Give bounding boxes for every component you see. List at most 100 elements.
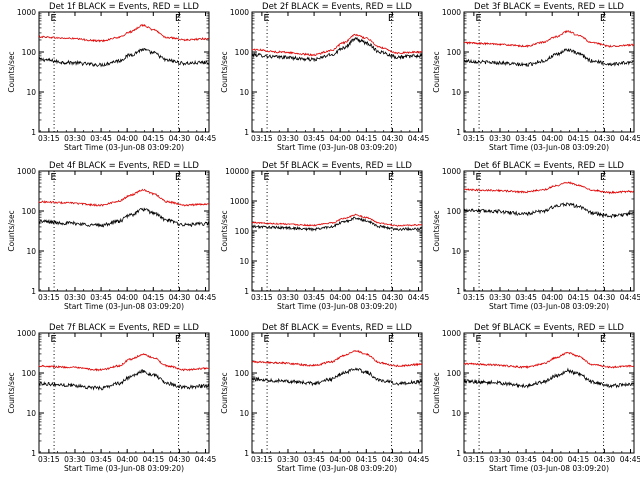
y-tick-label: 10 [451, 88, 461, 97]
chart-title: Det 2f BLACK = Events, RED = LLD [262, 2, 412, 12]
event-flag-label: E [175, 172, 181, 183]
x-tick-label: 03:15 [463, 455, 485, 464]
event-flag-label: E [600, 334, 606, 345]
x-tick-label: 04:15 [567, 134, 589, 143]
y-axis-label: Counts/sec [432, 210, 441, 251]
plot-frame [463, 170, 635, 292]
x-tick-label: 04:15 [142, 134, 164, 143]
x-tick-label: 04:15 [567, 293, 589, 302]
chart-panel: Det 5f BLACK = Events, RED = LLD 03:15 03:… [220, 161, 430, 311]
y-tick-label: 1 [244, 449, 249, 458]
y-tick-label: 1 [244, 287, 249, 296]
y-tick-label: 100 [22, 48, 37, 57]
x-tick-label: 04:15 [142, 293, 164, 302]
event-flag-label: E [263, 334, 269, 345]
y-tick-label: 1000 [17, 329, 36, 338]
y-tick-label: 10 [26, 409, 36, 418]
lld-series-line [38, 353, 210, 372]
x-tick-label: 04:00 [329, 293, 351, 302]
x-tick-label: 04:45 [620, 293, 640, 302]
plot-frame [251, 11, 423, 133]
x-tick-label: 03:15 [463, 293, 485, 302]
x-tick-label: 03:15 [251, 134, 273, 143]
x-tick-label: 03:45 [303, 293, 325, 302]
y-tick-label: 10 [26, 247, 36, 256]
x-tick-label: 03:30 [64, 455, 86, 464]
y-axis-label: Counts/sec [220, 210, 229, 251]
lld-series-line [463, 351, 635, 369]
lld-series-line [464, 29, 635, 48]
x-tick-label: 04:00 [329, 134, 351, 143]
events-series-line [251, 367, 423, 387]
chart-title: Det 5f BLACK = Events, RED = LLD [262, 161, 412, 171]
event-flag-label: E [388, 334, 394, 345]
x-tick-label: 03:30 [489, 134, 511, 143]
x-tick-label: 04:30 [382, 293, 404, 302]
chart-panel: Det 2f BLACK = Events, RED = LLD 03:15 03:… [220, 2, 430, 152]
chart-title: Det 8f BLACK = Events, RED = LLD [262, 323, 412, 333]
x-tick-label: 03:45 [515, 134, 537, 143]
x-tick-label: 03:30 [489, 293, 511, 302]
event-flag-label: E [175, 13, 181, 24]
y-tick-label: 100 [447, 369, 462, 378]
event-flag-label: E [475, 334, 481, 345]
events-series-line [38, 207, 210, 228]
x-tick-label: 03:30 [64, 134, 86, 143]
chart-panel: Det 6f BLACK = Events, RED = LLD 03:15 03:… [432, 161, 640, 311]
y-tick-label: 10 [451, 247, 461, 256]
x-tick-label: 03:15 [251, 293, 273, 302]
chart-panel: Det 7f BLACK = Events, RED = LLD 03:15 03:… [7, 323, 217, 473]
y-axis-label: Counts/sec [220, 372, 229, 413]
chart-title: Det 3f BLACK = Events, RED = LLD [474, 2, 624, 12]
chart-title: Det 6f BLACK = Events, RED = LLD [474, 161, 624, 171]
plot-frame [38, 170, 210, 292]
y-tick-label: 100 [22, 207, 37, 216]
chart-panel: Det 3f BLACK = Events, RED = LLD 03:15 03:… [432, 2, 640, 152]
events-series-line [463, 48, 635, 68]
x-tick-label: 03:30 [489, 455, 511, 464]
x-axis-label: Start Time (03-Jun-08 03:09:20) [277, 464, 397, 473]
x-tick-label: 04:15 [142, 455, 164, 464]
lld-series-line [251, 33, 423, 57]
y-axis-label: Counts/sec [432, 51, 441, 92]
x-tick-label: 04:15 [355, 134, 377, 143]
x-tick-label: 04:30 [382, 134, 404, 143]
chart-title: Det 4f BLACK = Events, RED = LLD [49, 161, 199, 171]
x-tick-label: 03:45 [303, 134, 325, 143]
chart-panel: Det 8f BLACK = Events, RED = LLD 03:15 03:… [220, 323, 430, 473]
x-tick-label: 04:00 [541, 455, 563, 464]
lld-series-line [251, 213, 423, 227]
event-flag-label: E [388, 172, 394, 183]
x-tick-label: 03:45 [90, 293, 112, 302]
x-tick-label: 04:00 [329, 455, 351, 464]
x-tick-label: 04:00 [116, 134, 138, 143]
y-tick-label: 100 [235, 227, 250, 236]
x-axis-label: Start Time (03-Jun-08 03:09:20) [64, 302, 184, 311]
x-tick-label: 04:30 [382, 455, 404, 464]
x-tick-label: 04:45 [620, 134, 640, 143]
y-tick-label: 1000 [442, 167, 461, 176]
plot-frame [463, 332, 635, 454]
chart-panel: Det 9f BLACK = Events, RED = LLD 03:15 03:… [432, 323, 640, 473]
x-tick-label: 04:15 [355, 293, 377, 302]
y-tick-label: 10 [26, 88, 36, 97]
event-flag-label: E [600, 13, 606, 24]
y-tick-label: 100 [235, 48, 250, 57]
x-tick-label: 03:15 [463, 134, 485, 143]
x-tick-label: 04:45 [195, 293, 217, 302]
y-tick-label: 1 [456, 128, 461, 137]
plot-frame [251, 170, 423, 292]
y-tick-label: 1000 [442, 8, 461, 17]
events-series-line [251, 216, 423, 232]
x-tick-label: 04:15 [355, 455, 377, 464]
event-flag-label: E [50, 13, 56, 24]
chart-title: Det 1f BLACK = Events, RED = LLD [49, 2, 199, 12]
x-tick-label: 04:15 [567, 455, 589, 464]
x-tick-label: 04:30 [169, 293, 191, 302]
plot-frame [38, 332, 210, 454]
x-tick-label: 04:45 [408, 293, 430, 302]
y-axis-label: Counts/sec [7, 210, 16, 251]
x-tick-label: 03:15 [38, 134, 60, 143]
chart-panel: Det 4f BLACK = Events, RED = LLD 03:15 03:… [7, 161, 217, 311]
